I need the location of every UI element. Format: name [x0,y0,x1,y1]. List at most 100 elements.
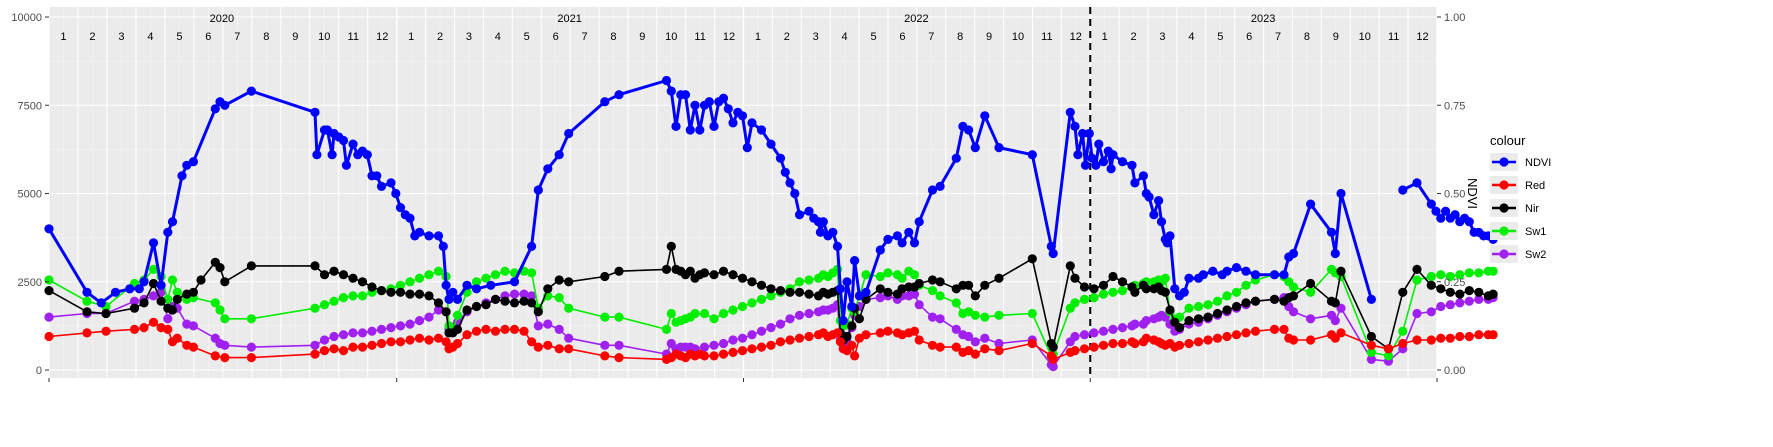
data-point-red [310,349,320,359]
data-point-nir [129,303,140,313]
data-point-nir [1089,284,1099,294]
data-point-ndvi [600,97,610,107]
data-point-sw1 [1474,268,1484,278]
data-point-red [1130,338,1140,349]
data-point-red [927,340,938,350]
data-point-sw1 [951,298,961,308]
data-point-ndvi [327,150,337,160]
data-point-sw2 [533,321,543,331]
data-point-red [148,317,159,327]
data-point-ndvi [1412,178,1422,188]
data-point-ndvi [533,185,543,195]
data-point-sw1 [756,294,767,304]
data-point-ndvi [1330,248,1340,259]
data-point-nir [433,298,444,308]
data-point-red [533,342,543,352]
data-point-sw1 [1212,296,1223,306]
data-point-nir [319,270,330,280]
data-point-red [188,342,198,352]
month-label: 3 [1159,31,1165,43]
data-point-ndvi [1154,196,1164,206]
data-point-ndvi [310,107,320,117]
data-point-sw2 [319,335,330,345]
data-point-red [1079,344,1090,354]
data-point-sw1 [1412,275,1422,285]
data-point-sw2 [614,340,624,350]
data-point-red [519,326,529,336]
data-point-sw1 [1231,287,1242,297]
data-point-sw1 [718,308,729,319]
month-label: 5 [176,31,182,43]
data-point-sw2 [994,338,1004,349]
data-point-sw2 [1455,298,1465,308]
data-point-ndvi [1464,217,1474,227]
data-point-sw1 [1464,268,1474,278]
data-point-sw2 [367,326,377,336]
data-point-sw1 [883,268,893,278]
data-point-nir [329,266,339,276]
data-point-red [756,342,767,352]
data-point-nir [424,291,434,301]
data-point-ndvi [1144,192,1154,202]
data-point-red [329,344,339,354]
data-point-sw2 [527,291,537,301]
month-label: 10 [318,31,330,43]
data-point-sw2 [964,331,974,342]
data-point-sw2 [220,340,230,350]
data-point-nir [490,294,501,304]
data-point-nir [1398,287,1408,297]
data-point-nir [775,286,786,296]
data-point-ndvi [1048,248,1058,259]
data-point-nir [564,277,574,287]
data-point-ndvi [395,203,406,213]
data-point-red [452,338,463,349]
data-point-red [163,324,173,334]
data-point-ndvi [1336,188,1346,199]
year-label: 2023 [1251,13,1275,25]
data-point-red [875,328,885,338]
data-point-nir [196,275,206,285]
data-point-sw2 [709,340,719,350]
data-point-ndvi [1426,199,1436,209]
data-point-red [564,344,574,354]
data-point-ndvi [338,135,349,146]
data-point-ndvi [671,121,681,131]
y-left-tick-label: 2500 [18,277,42,289]
data-point-nir [1241,298,1251,308]
data-point-red [766,340,776,350]
data-point-red [1288,335,1299,345]
data-point-sw2 [395,321,406,331]
data-point-sw1 [348,291,358,301]
data-point-red [1203,335,1213,345]
legend-key-point [1499,249,1509,259]
data-point-ndvi [718,93,729,103]
data-point-sw2 [1288,307,1299,317]
data-point-nir [1250,296,1261,306]
data-point-ndvi [1117,157,1128,167]
data-point-ndvi [1170,284,1180,294]
data-point-red [1141,333,1151,343]
data-point-sw2 [348,328,358,338]
data-point-ndvi [695,125,705,135]
data-point-red [935,342,945,352]
data-point-ndvi [794,210,805,220]
data-point-sw1 [490,270,501,280]
data-point-ndvi [666,86,676,96]
data-point-ndvi [1078,128,1088,139]
data-point-red [1070,346,1080,356]
data-point-sw2 [554,324,564,334]
data-point-sw2 [1130,319,1140,329]
y-left-tick-label: 10000 [11,12,42,24]
data-point-sw2 [44,312,54,322]
data-point-red [1445,333,1455,343]
month-label: 7 [581,31,587,43]
data-point-sw2 [914,300,924,310]
data-point-red [481,324,491,334]
data-point-ndvi [785,178,795,188]
data-point-nir [1048,342,1058,352]
data-point-red [1184,338,1194,349]
data-point-red [1117,338,1128,349]
data-point-nir [1160,287,1170,297]
data-point-ndvi [527,241,537,251]
